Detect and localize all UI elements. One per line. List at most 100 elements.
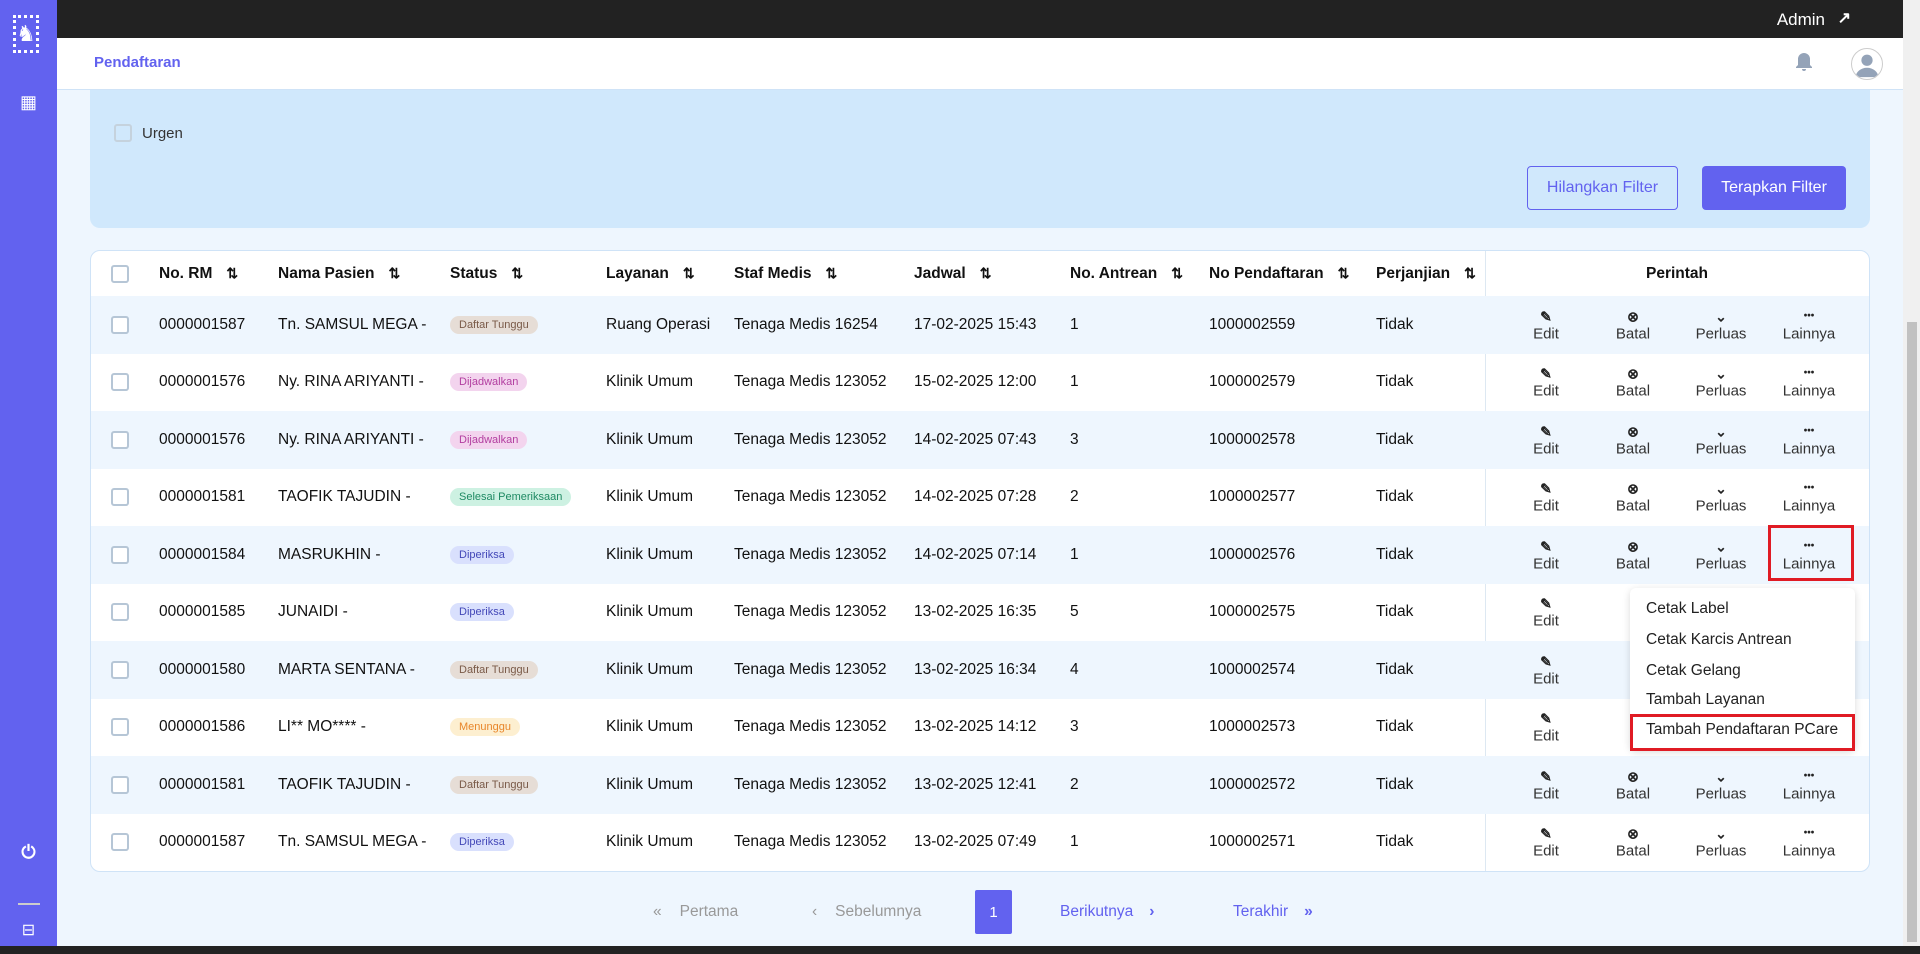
cell-name: LI** MO**** - xyxy=(278,718,366,736)
cancel-button[interactable]: ⊗ Batal xyxy=(1616,480,1650,515)
row-checkbox[interactable] xyxy=(111,718,129,737)
column-header[interactable]: Jadwal ⇅ xyxy=(914,265,991,283)
expand-button[interactable]: ⌄ Perluas xyxy=(1696,307,1747,342)
edit-button[interactable]: ✎ Edit xyxy=(1533,365,1559,400)
sort-icon[interactable]: ⇅ xyxy=(1464,264,1476,281)
cell-rm: 0000001585 xyxy=(159,603,246,621)
cell-jadwal: 13-02-2025 14:12 xyxy=(914,718,1037,736)
menu-item-tambah-pendaftaran-pcare[interactable]: Tambah Pendaftaran PCare xyxy=(1646,721,1839,738)
column-header[interactable]: Layanan ⇅ xyxy=(606,265,695,283)
first-page-button[interactable]: « Pertama xyxy=(653,890,738,934)
edit-label: Edit xyxy=(1533,842,1559,860)
row-checkbox[interactable] xyxy=(111,660,129,679)
prev-label: Sebelumnya xyxy=(835,903,922,920)
more-button[interactable]: ••• Lainnya xyxy=(1783,365,1836,400)
edit-button[interactable]: ✎ Edit xyxy=(1533,825,1559,860)
cancel-button[interactable]: ⊗ Batal xyxy=(1616,537,1650,572)
row-checkbox[interactable] xyxy=(111,833,129,852)
expand-button[interactable]: ⌄ Perluas xyxy=(1696,365,1747,400)
more-button[interactable]: ••• Lainnya xyxy=(1783,537,1836,572)
admin-user-label[interactable]: Admin xyxy=(1776,10,1825,29)
edit-button[interactable]: ✎ Edit xyxy=(1533,480,1559,515)
sort-icon[interactable]: ⇅ xyxy=(1171,264,1183,281)
more-button[interactable]: ••• Lainnya xyxy=(1783,825,1836,860)
column-header[interactable]: No. Antrean ⇅ xyxy=(1070,265,1183,283)
sort-icon[interactable]: ⇅ xyxy=(1337,264,1350,281)
scrollbar-thumb[interactable] xyxy=(1907,322,1917,942)
urgent-checkbox[interactable]: Urgen xyxy=(114,124,183,142)
bell-icon[interactable] xyxy=(1795,52,1813,72)
expand-button[interactable]: ⌄ Perluas xyxy=(1696,480,1747,515)
edit-button[interactable]: ✎ Edit xyxy=(1533,767,1559,802)
clear-filter-button[interactable]: Hilangkan Filter xyxy=(1527,166,1678,210)
external-link-icon[interactable]: ↗ xyxy=(1837,10,1851,27)
cancel-label: Batal xyxy=(1615,555,1651,573)
column-header[interactable]: Status ⇅ xyxy=(450,265,523,283)
last-page-button[interactable]: Terakhir » xyxy=(1233,890,1313,934)
column-header[interactable]: Perjanjian ⇅ xyxy=(1376,265,1476,283)
edit-button[interactable]: ✎ Edit xyxy=(1533,422,1559,457)
row-checkbox[interactable] xyxy=(111,775,129,794)
cancel-button[interactable]: ⊗ Batal xyxy=(1616,422,1650,457)
menu-item-tambah-layanan[interactable]: Tambah Layanan xyxy=(1646,691,1765,708)
page-scrollbar[interactable] xyxy=(1903,0,1920,954)
column-header[interactable]: Nama Pasien ⇅ xyxy=(278,265,400,283)
more-button[interactable]: ••• Lainnya xyxy=(1783,767,1836,802)
more-button[interactable]: ••• Lainnya xyxy=(1783,480,1836,515)
menu-item-cetak-karcis-antrean[interactable]: Cetak Karcis Antrean xyxy=(1646,631,1792,648)
sort-icon[interactable]: ⇅ xyxy=(682,264,695,281)
cancel-button[interactable]: ⊗ Batal xyxy=(1616,307,1650,342)
page-1-button[interactable]: 1 xyxy=(975,890,1012,934)
cell-layanan: Klinik Umum xyxy=(606,373,693,391)
select-all-checkbox[interactable] xyxy=(111,264,129,283)
sort-icon[interactable]: ⇅ xyxy=(226,264,239,281)
sort-icon[interactable]: ⇅ xyxy=(388,264,401,281)
cancel-button[interactable]: ⊗ Batal xyxy=(1616,767,1650,802)
cell-jadwal: 13-02-2025 07:49 xyxy=(914,833,1037,851)
column-header[interactable]: No. RM ⇅ xyxy=(159,265,238,283)
power-icon[interactable]: ⏻ xyxy=(21,842,36,862)
cancel-button[interactable]: ⊗ Batal xyxy=(1616,365,1650,400)
more-button[interactable]: ••• Lainnya xyxy=(1783,307,1836,342)
cancel-button[interactable]: ⊗ Batal xyxy=(1616,825,1650,860)
edit-button[interactable]: ✎ Edit xyxy=(1533,307,1559,342)
menu-item-cetak-gelang[interactable]: Cetak Gelang xyxy=(1646,662,1741,679)
sort-icon[interactable]: ⇅ xyxy=(979,264,992,281)
cell-staf: Tenaga Medis 123052 xyxy=(734,833,887,851)
next-page-button[interactable]: Berikutnya › xyxy=(1060,890,1154,934)
expand-button[interactable]: ⌄ Perluas xyxy=(1696,767,1747,802)
expand-button[interactable]: ⌄ Perluas xyxy=(1696,537,1747,572)
app-logo-icon[interactable]: ♞ xyxy=(13,15,39,53)
expand-button[interactable]: ⌄ Perluas xyxy=(1696,825,1747,860)
row-checkbox[interactable] xyxy=(111,545,129,564)
more-button[interactable]: ••• Lainnya xyxy=(1783,422,1836,457)
row-checkbox[interactable] xyxy=(111,603,129,622)
sort-icon[interactable]: ⇅ xyxy=(511,264,524,281)
table-header-row: No. RM ⇅ Nama Pasien ⇅ Status ⇅ Layanan ⇅ Staf M… xyxy=(91,251,1869,296)
apply-filter-button[interactable]: Terapkan Filter xyxy=(1702,166,1846,210)
expand-label: Perluas xyxy=(1695,497,1747,515)
cell-antrean: 3 xyxy=(1070,430,1079,448)
dashboard-grid-icon[interactable]: ▦ xyxy=(19,92,37,112)
prev-page-button[interactable]: ‹ Sebelumnya xyxy=(812,890,921,934)
edit-button[interactable]: ✎ Edit xyxy=(1533,537,1559,572)
collapse-sidebar-icon[interactable]: ⊟ xyxy=(21,922,36,939)
expand-button[interactable]: ⌄ Perluas xyxy=(1696,422,1747,457)
edit-button[interactable]: ✎ Edit xyxy=(1533,595,1559,630)
column-header[interactable]: Staf Medis ⇅ xyxy=(734,265,837,283)
edit-button[interactable]: ✎ Edit xyxy=(1533,710,1559,745)
sort-icon[interactable]: ⇅ xyxy=(825,264,838,281)
row-checkbox[interactable] xyxy=(111,373,129,392)
row-checkbox[interactable] xyxy=(111,315,129,334)
avatar[interactable] xyxy=(1851,48,1883,80)
checkbox[interactable] xyxy=(114,124,132,142)
first-label: Pertama xyxy=(679,903,739,920)
edit-label: Edit xyxy=(1533,670,1559,688)
status-badge: Diperiksa xyxy=(450,545,514,564)
row-checkbox[interactable] xyxy=(111,488,129,507)
menu-item-cetak-label[interactable]: Cetak Label xyxy=(1646,600,1729,617)
row-checkbox[interactable] xyxy=(111,430,129,449)
column-header[interactable]: No Pendaftaran ⇅ xyxy=(1209,265,1349,283)
edit-button[interactable]: ✎ Edit xyxy=(1533,652,1559,687)
cell-nopend: 1000002559 xyxy=(1209,315,1296,333)
